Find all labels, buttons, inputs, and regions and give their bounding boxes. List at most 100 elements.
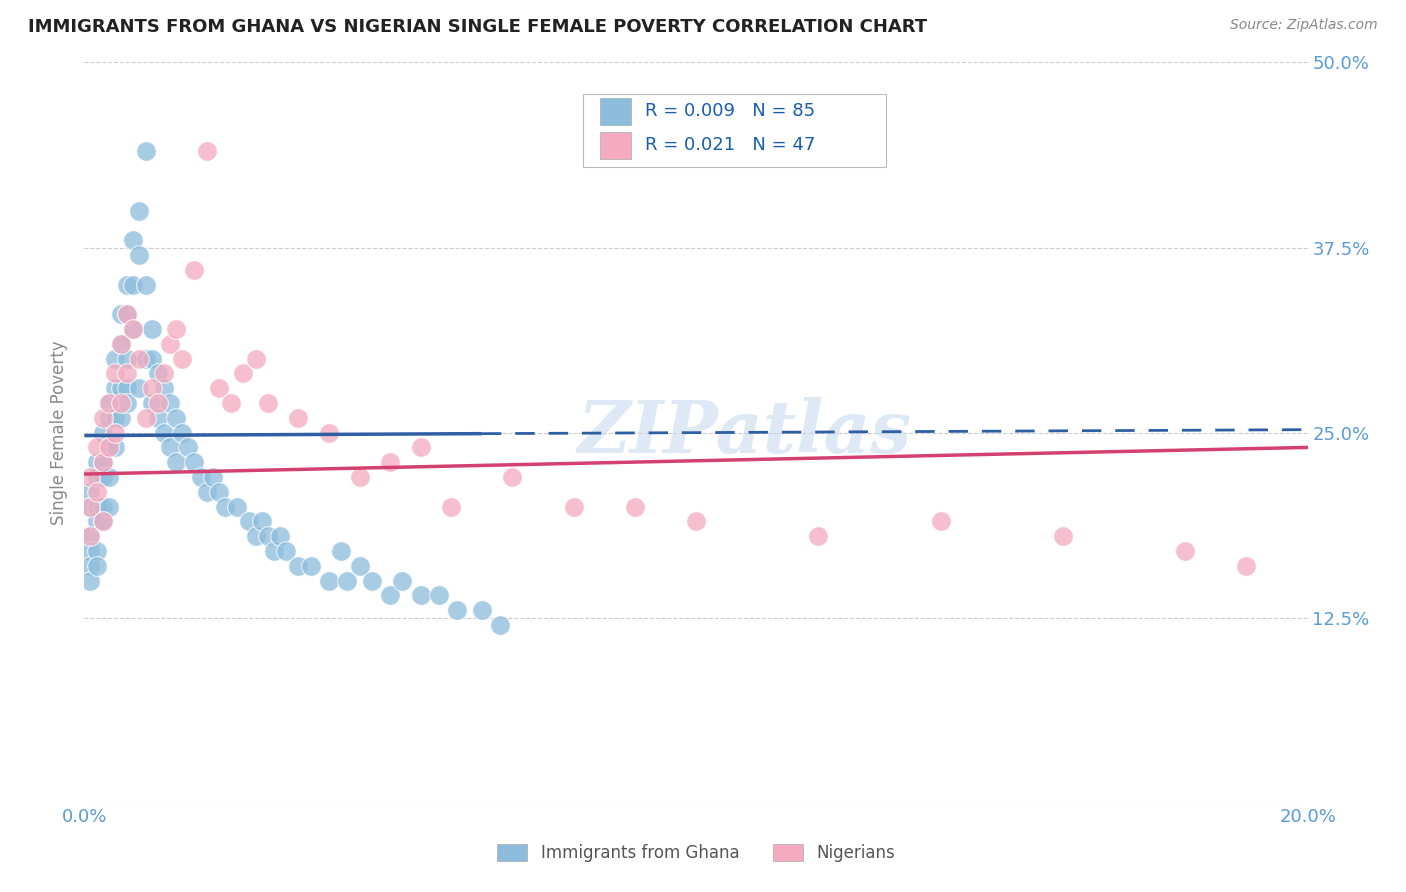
Point bbox=[276, 544, 298, 558]
Point bbox=[97, 500, 120, 514]
Point bbox=[135, 410, 157, 425]
Point bbox=[97, 441, 120, 455]
Point bbox=[97, 441, 120, 455]
Point bbox=[330, 544, 353, 558]
Point bbox=[195, 145, 218, 159]
Point bbox=[110, 381, 132, 395]
Point bbox=[183, 455, 205, 469]
Point bbox=[115, 277, 138, 292]
Point bbox=[929, 515, 952, 529]
Point bbox=[122, 322, 145, 336]
Point bbox=[115, 396, 138, 410]
Point bbox=[86, 515, 108, 529]
Point bbox=[1052, 529, 1074, 543]
Point bbox=[104, 410, 127, 425]
Point bbox=[79, 558, 101, 573]
Point bbox=[141, 322, 163, 336]
Point bbox=[245, 351, 267, 366]
Text: R = 0.009   N = 85: R = 0.009 N = 85 bbox=[645, 103, 815, 120]
Point bbox=[214, 500, 236, 514]
Point bbox=[153, 367, 176, 381]
Point bbox=[128, 203, 150, 218]
Y-axis label: Single Female Poverty: Single Female Poverty bbox=[51, 341, 69, 524]
Point bbox=[159, 336, 181, 351]
Point bbox=[471, 603, 494, 617]
Point bbox=[104, 441, 127, 455]
Point bbox=[79, 574, 101, 588]
Point bbox=[79, 470, 101, 484]
Point bbox=[299, 558, 322, 573]
Point bbox=[201, 470, 224, 484]
Point bbox=[349, 470, 371, 484]
Point bbox=[624, 500, 647, 514]
Point bbox=[427, 589, 450, 603]
Point bbox=[146, 396, 169, 410]
Point bbox=[146, 367, 169, 381]
Point bbox=[115, 307, 138, 321]
Point bbox=[110, 336, 132, 351]
Point bbox=[165, 455, 187, 469]
Point bbox=[409, 441, 432, 455]
Point bbox=[195, 484, 218, 499]
Point bbox=[135, 351, 157, 366]
Point bbox=[91, 455, 114, 469]
Point bbox=[135, 277, 157, 292]
Point bbox=[79, 529, 101, 543]
Point bbox=[562, 500, 585, 514]
Point bbox=[446, 603, 468, 617]
Point bbox=[318, 425, 340, 440]
Point bbox=[128, 248, 150, 262]
Point bbox=[141, 381, 163, 395]
Point bbox=[172, 425, 194, 440]
Point bbox=[287, 558, 309, 573]
Point bbox=[177, 441, 200, 455]
Point bbox=[91, 455, 114, 469]
Point bbox=[141, 396, 163, 410]
Point bbox=[287, 410, 309, 425]
Point bbox=[79, 544, 101, 558]
Point bbox=[91, 410, 114, 425]
Point bbox=[269, 529, 291, 543]
Point bbox=[91, 515, 114, 529]
Point bbox=[122, 233, 145, 247]
Point bbox=[208, 381, 231, 395]
Point bbox=[440, 500, 463, 514]
Point bbox=[115, 367, 138, 381]
Point bbox=[79, 500, 101, 514]
Point bbox=[122, 277, 145, 292]
Point bbox=[318, 574, 340, 588]
Point bbox=[97, 396, 120, 410]
Point bbox=[110, 410, 132, 425]
Point bbox=[219, 396, 242, 410]
Point bbox=[391, 574, 413, 588]
Point bbox=[238, 515, 260, 529]
Point bbox=[104, 381, 127, 395]
Text: R = 0.021   N = 47: R = 0.021 N = 47 bbox=[645, 136, 815, 154]
Point bbox=[104, 351, 127, 366]
Point bbox=[1236, 558, 1258, 573]
Point bbox=[91, 425, 114, 440]
Point bbox=[232, 367, 254, 381]
Point bbox=[86, 500, 108, 514]
Point bbox=[489, 618, 512, 632]
Point bbox=[502, 470, 524, 484]
Point bbox=[153, 425, 176, 440]
Point bbox=[165, 410, 187, 425]
Point bbox=[159, 396, 181, 410]
Point bbox=[190, 470, 212, 484]
Point bbox=[79, 500, 101, 514]
Point bbox=[159, 441, 181, 455]
Point bbox=[115, 381, 138, 395]
Text: Source: ZipAtlas.com: Source: ZipAtlas.com bbox=[1230, 18, 1378, 32]
Point bbox=[250, 515, 273, 529]
Point bbox=[104, 425, 127, 440]
Point bbox=[115, 351, 138, 366]
Text: ZIPatlas: ZIPatlas bbox=[578, 397, 912, 468]
Point bbox=[86, 544, 108, 558]
Point bbox=[172, 351, 194, 366]
Point bbox=[91, 470, 114, 484]
Point bbox=[97, 396, 120, 410]
Point bbox=[257, 529, 280, 543]
Text: IMMIGRANTS FROM GHANA VS NIGERIAN SINGLE FEMALE POVERTY CORRELATION CHART: IMMIGRANTS FROM GHANA VS NIGERIAN SINGLE… bbox=[28, 18, 927, 36]
Point bbox=[110, 396, 132, 410]
